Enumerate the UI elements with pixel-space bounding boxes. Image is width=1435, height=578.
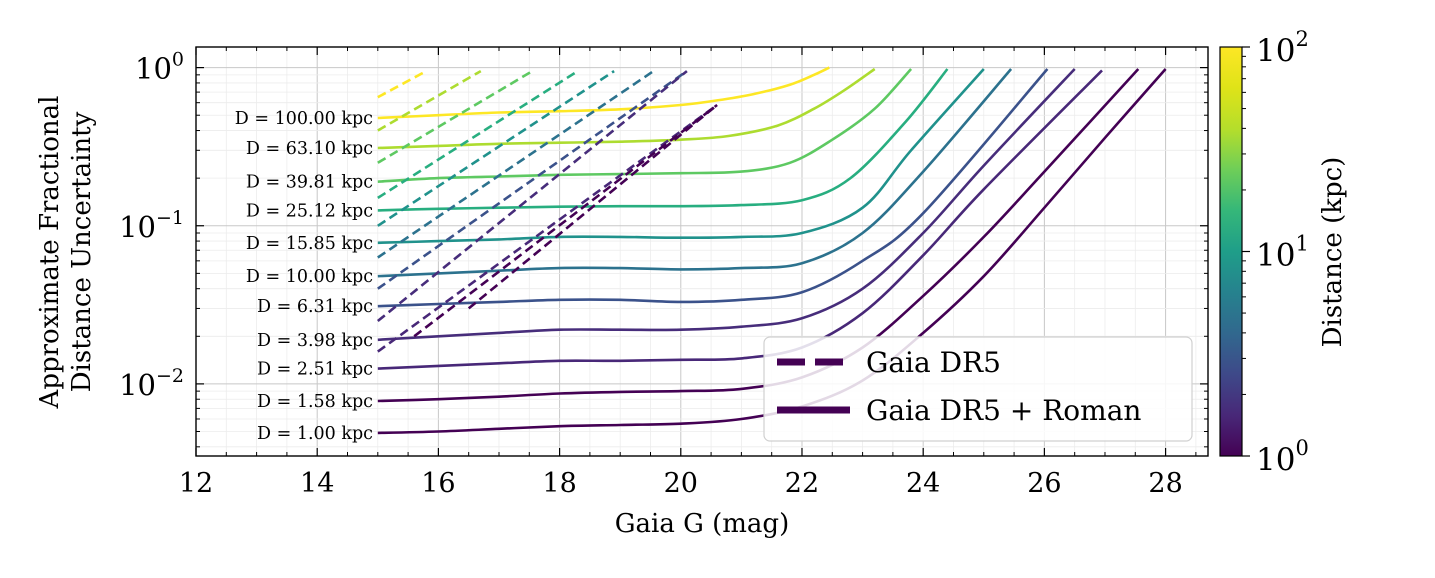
y-tick-label: 10−2	[119, 365, 184, 402]
x-tick-label: 24	[906, 468, 940, 499]
x-tick-label: 26	[1027, 468, 1061, 499]
dr5-curve	[413, 103, 718, 338]
roman-curve	[377, 67, 876, 150]
dr5-curve	[467, 103, 718, 310]
colorbar-label: Distance (kpc)	[1318, 157, 1348, 348]
series-labels: D = 100.00 kpc D = 63.10 kpc D = 39.81 kpc…	[235, 109, 373, 444]
legend-label-dr5: Gaia DR5	[866, 346, 1001, 379]
colorbar-tick-label: 101	[1256, 232, 1309, 274]
series-label: D = 3.98 kpc	[257, 331, 373, 351]
dr5-curve	[377, 69, 427, 99]
roman-curve	[377, 68, 1049, 308]
y-tick-label: 100	[135, 49, 184, 86]
legend: Gaia DR5 Gaia DR5 + Roman	[763, 336, 1193, 442]
colorbar-tick-label: 102	[1256, 27, 1309, 69]
dr5-curve	[377, 70, 615, 227]
colorbar-tick-label: 100	[1256, 436, 1309, 478]
series-label: D = 6.31 kpc	[257, 297, 373, 317]
dr5-curve	[377, 70, 688, 290]
roman-curve	[377, 68, 949, 212]
axis-ticks: 12 14 16 18 20 22 24 26 28 100 10−1 10−2	[119, 47, 1208, 499]
series-label: D = 1.58 kpc	[257, 392, 373, 412]
dr5-curve	[377, 69, 482, 132]
dr5-curve	[377, 69, 533, 164]
y-axis-label-line2: Distance Uncertainty	[67, 111, 97, 392]
plot-frame	[195, 46, 1209, 457]
roman-curve	[377, 68, 1076, 342]
roman-curve	[377, 68, 1013, 278]
x-tick-label: 18	[542, 468, 576, 499]
roman-curve	[377, 69, 1103, 370]
series-label: D = 10.00 kpc	[246, 267, 373, 287]
colorbar: 102 101 100 Distance (kpc)	[1219, 27, 1348, 478]
x-tick-label: 28	[1148, 468, 1182, 499]
x-axis-label: Gaia G (mag)	[615, 509, 789, 539]
colorbar-gradient	[1219, 46, 1243, 457]
legend-label-dr5-roman: Gaia DR5 + Roman	[866, 394, 1141, 427]
x-tick-label: 22	[785, 468, 819, 499]
y-tick-label: 10−1	[119, 207, 184, 244]
x-tick-label: 14	[300, 468, 334, 499]
series-label: D = 15.85 kpc	[246, 234, 373, 254]
x-tick-label: 20	[664, 468, 698, 499]
dr5-curve	[377, 70, 579, 199]
roman-curve	[377, 66, 830, 120]
y-axis-label-line1: Approximate Fractional	[35, 96, 65, 410]
series-label: D = 39.81 kpc	[246, 173, 373, 193]
roman-curve	[377, 68, 985, 245]
dr5-curve	[377, 70, 655, 259]
series-label: D = 25.12 kpc	[246, 201, 373, 221]
legend-box	[763, 336, 1193, 442]
series-label: D = 63.10 kpc	[246, 139, 373, 159]
curves	[376, 66, 1167, 435]
series-label: D = 100.00 kpc	[235, 109, 373, 129]
dr5-curve	[376, 70, 688, 323]
series-label: D = 1.00 kpc	[257, 424, 373, 444]
roman-curve	[377, 68, 913, 183]
series-label: D = 2.51 kpc	[257, 360, 373, 380]
x-tick-label: 16	[421, 468, 455, 499]
x-tick-label: 12	[179, 468, 213, 499]
colorbar-ticks: 102 101 100	[1242, 27, 1309, 478]
